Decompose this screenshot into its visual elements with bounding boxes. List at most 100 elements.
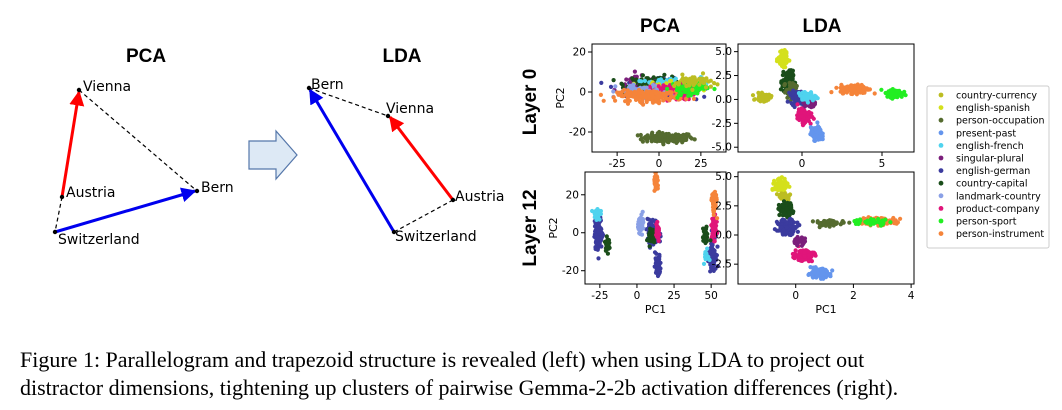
x-tick-label: 4	[908, 290, 915, 302]
scatter-point	[867, 87, 873, 92]
scatter-point	[657, 99, 662, 104]
scatter-point	[797, 253, 802, 258]
x-axis-label: PC1	[645, 303, 666, 316]
scatter-point	[893, 92, 898, 97]
scatter-point	[712, 81, 717, 86]
caption-line-2: distractor dimensions, tightening up clu…	[20, 375, 899, 400]
scatter-point	[818, 134, 824, 139]
scatter-point	[811, 267, 816, 272]
x-tick-label: -25	[591, 290, 608, 302]
scatter-point	[645, 216, 650, 221]
scatter-point	[779, 225, 784, 230]
scatter-point	[594, 247, 600, 252]
y-tick-label: 0	[579, 87, 586, 99]
scatter-point	[680, 77, 685, 82]
scatter-point	[809, 91, 814, 96]
scatter-panel-lda-layer-12: 0 2 4 5.0 2.5 0.0 -2.5 PC1	[712, 171, 915, 316]
scatter-point	[680, 72, 685, 77]
lda-arrow-switzerland-bern	[308, 88, 396, 233]
pca-label-switzerland: Switzerland	[58, 232, 140, 248]
row-title-layer-12: Layer 12	[520, 189, 541, 266]
scatter-point	[785, 99, 790, 104]
scatter-point	[605, 239, 610, 245]
legend-label: country-capital	[956, 179, 1028, 190]
scatter-point	[801, 236, 806, 241]
scatter-point	[782, 211, 787, 216]
scatter-point	[821, 221, 827, 226]
scatter-point	[876, 217, 881, 222]
scatter-point	[638, 231, 643, 237]
scatter-point	[596, 236, 601, 241]
scatter-point	[599, 80, 604, 85]
scatter-point	[647, 244, 652, 249]
y-tick-label: 20	[573, 47, 586, 59]
lda-node-austria	[450, 197, 456, 203]
scatter-point	[619, 91, 624, 96]
lda-diagram-title: LDA	[382, 46, 421, 67]
scatter-point	[707, 249, 712, 254]
scatter-point	[781, 49, 786, 54]
scatter-point	[698, 76, 703, 81]
scatter-point	[677, 89, 682, 94]
scatter-point	[790, 68, 796, 73]
scatter-point	[650, 236, 655, 241]
scatter-point	[604, 243, 610, 248]
scatter-point	[774, 182, 779, 187]
scatter-point	[806, 272, 811, 277]
figure: PCA Vienna Austria Bern Switzerland LDA	[52, 16, 1050, 316]
scatter-point	[701, 261, 707, 266]
scatter-point	[608, 84, 614, 89]
scatter-point	[690, 87, 695, 92]
scatter-point	[789, 229, 795, 234]
legend-label: present-past	[956, 128, 1016, 139]
scatter-points	[598, 69, 720, 147]
scatter-point	[799, 114, 805, 119]
scatter-point	[849, 87, 854, 92]
scatter-point	[594, 241, 599, 246]
scatter-panel-pca-layer-0: -25 0 25 20 0 -20 PC2	[554, 43, 727, 170]
scatter-point	[624, 92, 629, 97]
y-tick-label: -2.5	[712, 118, 733, 130]
scatter-point	[805, 117, 810, 122]
scatter-point	[847, 220, 852, 225]
x-tick-label: 0	[634, 290, 641, 302]
scatter-point	[675, 134, 680, 139]
y-tick-label: 2.5	[715, 200, 732, 212]
scatter-point	[682, 134, 687, 139]
y-tick-label: -20	[562, 265, 579, 277]
x-tick-label: 50	[704, 290, 717, 302]
x-tick-label: 25	[667, 290, 680, 302]
scatter-points	[590, 172, 720, 279]
scatter-point	[801, 240, 807, 245]
scatter-point	[777, 212, 782, 218]
scatter-point	[676, 80, 682, 85]
scatter-point	[860, 89, 866, 94]
scatter-point	[665, 86, 670, 91]
scatter-point	[644, 99, 649, 105]
scatter-point	[654, 185, 660, 191]
scatter-point	[844, 86, 849, 91]
scatter-point	[708, 238, 713, 243]
scatter-point	[772, 178, 777, 183]
scatter-point	[898, 93, 904, 98]
y-tick-label: -20	[569, 127, 586, 139]
scatter-point	[633, 91, 638, 96]
scatter-point	[640, 98, 645, 103]
scatter-point	[867, 220, 873, 225]
legend-marker	[938, 117, 944, 123]
scatter-point	[668, 86, 674, 91]
scatter-point	[820, 137, 825, 142]
scatter-point	[666, 140, 671, 145]
scatter-point	[811, 134, 816, 139]
scatter-point	[784, 206, 789, 211]
scatter-point	[687, 83, 692, 88]
x-tick-label: 2	[850, 290, 857, 302]
scatter-point	[784, 194, 789, 199]
x-axis-label: PC1	[815, 303, 836, 316]
scatter-point	[634, 95, 639, 101]
scatter-point	[883, 90, 888, 96]
scatter-point	[839, 220, 844, 226]
scatter-point	[668, 78, 674, 83]
scatter-point	[793, 97, 799, 102]
